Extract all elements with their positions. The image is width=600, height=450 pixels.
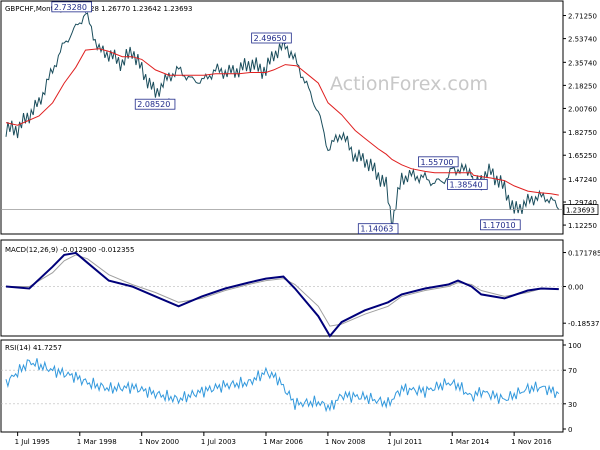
price-annotation-label: 1.55700: [420, 158, 453, 167]
price-annotation-box: [418, 156, 459, 168]
price-y-tick-label: 2.18250: [568, 82, 597, 90]
price-annotation-box: [480, 219, 521, 231]
rsi-panel[interactable]: [0, 339, 564, 433]
price-y-tick-label: 1.47240: [568, 176, 597, 184]
macd-line: [5, 251, 559, 338]
price-y-tick-label: 1.65250: [568, 152, 597, 160]
x-tick-label: 1 Nov 2000: [139, 438, 179, 446]
rsi-y-tick-label: 30: [568, 401, 577, 409]
price-annotation-label: 1.17010: [483, 221, 516, 230]
macd-panel[interactable]: [0, 239, 564, 337]
watermark: ActionForex.com: [330, 73, 488, 95]
macd-label: MACD(12,26,9) -0.012900 -0.012355: [5, 246, 134, 254]
price-annotation-label: 1.14063: [360, 225, 393, 234]
x-tick-label: 1 Nov 2016: [511, 438, 552, 446]
current-price-box: [563, 204, 599, 215]
price-y-tick-label: 1.82750: [568, 129, 597, 137]
moving-average-line: [5, 48, 559, 196]
axis-labels: 2.71250 2.53740 2.35740 2.18250 2.00760 1.827…: [15, 13, 600, 446]
macd-y-tick-label: -0.185378: [568, 320, 600, 328]
rsi-line: [5, 358, 560, 413]
x-tick-label: 1 Jul 2011: [387, 438, 422, 446]
price-annotation-box: [251, 32, 292, 44]
price-annotations: 2.73280 2.49650 2.08520 1.55700 1.38540 1.140…: [51, 1, 521, 235]
price-annotation-label: 1.38540: [450, 180, 483, 189]
rsi-label: RSI(14) 41.7257: [5, 344, 62, 352]
price-y-tick-label: 1.12250: [568, 222, 597, 230]
x-tick-label: 1 Jul 1995: [15, 438, 50, 446]
price-y-tick-label: 1.29740: [568, 199, 597, 207]
price-y-tick-label: 2.53740: [568, 36, 597, 44]
price-annotation-label: 2.73280: [54, 3, 87, 12]
price-annotation-box: [447, 179, 488, 190]
chart-symbol: GBPCHF,Monthly: [5, 5, 64, 13]
rsi-y-tick-label: 70: [568, 367, 577, 375]
price-annotation-box: [51, 1, 92, 13]
x-tick-label: 1 Nov 2008: [325, 438, 365, 446]
macd-series: [1, 251, 563, 338]
price-y-tick-label: 2.71250: [568, 13, 597, 21]
macd-y-tick-label: 0.171785: [568, 250, 600, 258]
x-tick-label: 1 Mar 2006: [263, 438, 303, 446]
rsi-y-tick-label: 0: [568, 426, 572, 434]
x-tick-label: 1 Jul 2003: [201, 438, 236, 446]
price-annotation-label: 2.49650: [254, 34, 287, 43]
x-tick-label: 1 Mar 1998: [77, 438, 117, 446]
x-tick-label: 1 Mar 2014: [449, 438, 489, 446]
macd-signal-line: [6, 254, 559, 327]
rsi-y-tick-label: 100: [568, 342, 581, 350]
price-annotation-label: 2.08520: [137, 100, 170, 109]
price-annotation-box: [357, 223, 399, 235]
price-y-tick-label: 2.00760: [568, 105, 597, 113]
price-y-tick-label: 2.35740: [568, 59, 597, 67]
price-annotation-box: [134, 98, 176, 110]
chart-ohlc: 1.26428 1.26770 1.23642 1.23693: [70, 5, 192, 13]
rsi-series: [1, 358, 563, 413]
macd-y-tick-label: 0.00: [568, 284, 584, 292]
current-price-label: 1.23693: [566, 207, 595, 215]
